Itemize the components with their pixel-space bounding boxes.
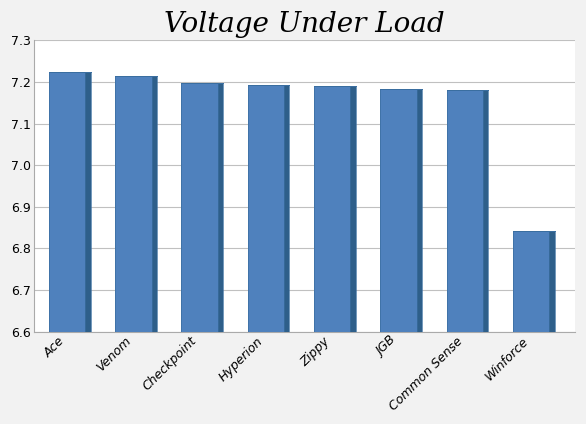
- Bar: [447, 90, 483, 332]
- Polygon shape: [417, 89, 422, 332]
- Bar: [380, 89, 417, 332]
- Polygon shape: [284, 85, 289, 332]
- Polygon shape: [483, 90, 488, 332]
- Title: Voltage Under Load: Voltage Under Load: [164, 11, 445, 38]
- Polygon shape: [152, 76, 157, 332]
- Polygon shape: [218, 83, 223, 332]
- Bar: [513, 231, 549, 332]
- Bar: [49, 72, 86, 332]
- Bar: [248, 85, 284, 332]
- Bar: [182, 83, 218, 332]
- Polygon shape: [549, 231, 555, 332]
- Polygon shape: [86, 72, 91, 332]
- Polygon shape: [350, 86, 356, 332]
- Bar: [115, 76, 152, 332]
- Bar: [314, 86, 350, 332]
